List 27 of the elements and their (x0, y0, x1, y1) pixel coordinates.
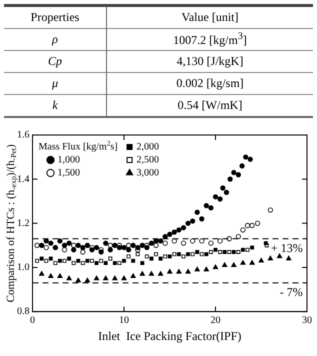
x-tick-label: 30 (302, 315, 312, 326)
text: 4,130 [J/kgK] (106, 50, 313, 72)
text: ρ (4, 28, 106, 50)
x-tick-label: 0 (30, 315, 35, 326)
text: Properties (4, 6, 106, 28)
annotation: - 7% (280, 285, 303, 300)
x-axis-title: Inlet Ice Packing Factor(IPF) (98, 328, 242, 343)
text: k (4, 94, 106, 117)
text: 0.54 [W/mK] (106, 94, 313, 117)
y-tick-label: 0.8 (17, 306, 30, 318)
x-tick-label: 10 (119, 315, 129, 326)
annotation: + 13% (270, 240, 303, 255)
text: 0.002 [kg/sm] (106, 72, 313, 94)
y-tick-label: 1.4 (17, 174, 30, 185)
text: μ (4, 72, 106, 94)
text: 1007.2 [kg/m$^{3}$] (106, 28, 313, 50)
legend-label: 2,500 (136, 154, 160, 166)
legend-label: 2,000 (136, 142, 160, 153)
legend-label: 1,000 (58, 154, 80, 166)
legend-label: 1,500 (58, 168, 80, 179)
text: Value [unit] (180, 9, 240, 26)
legend-label: 3,000 (136, 168, 160, 179)
x-tick-label: 20 (210, 315, 220, 326)
text: Cp (4, 50, 106, 72)
y-tick-label: 1.6 (17, 130, 30, 141)
y-tick-label: 1.2 (17, 218, 30, 229)
y-tick-label: 1.0 (17, 262, 30, 274)
